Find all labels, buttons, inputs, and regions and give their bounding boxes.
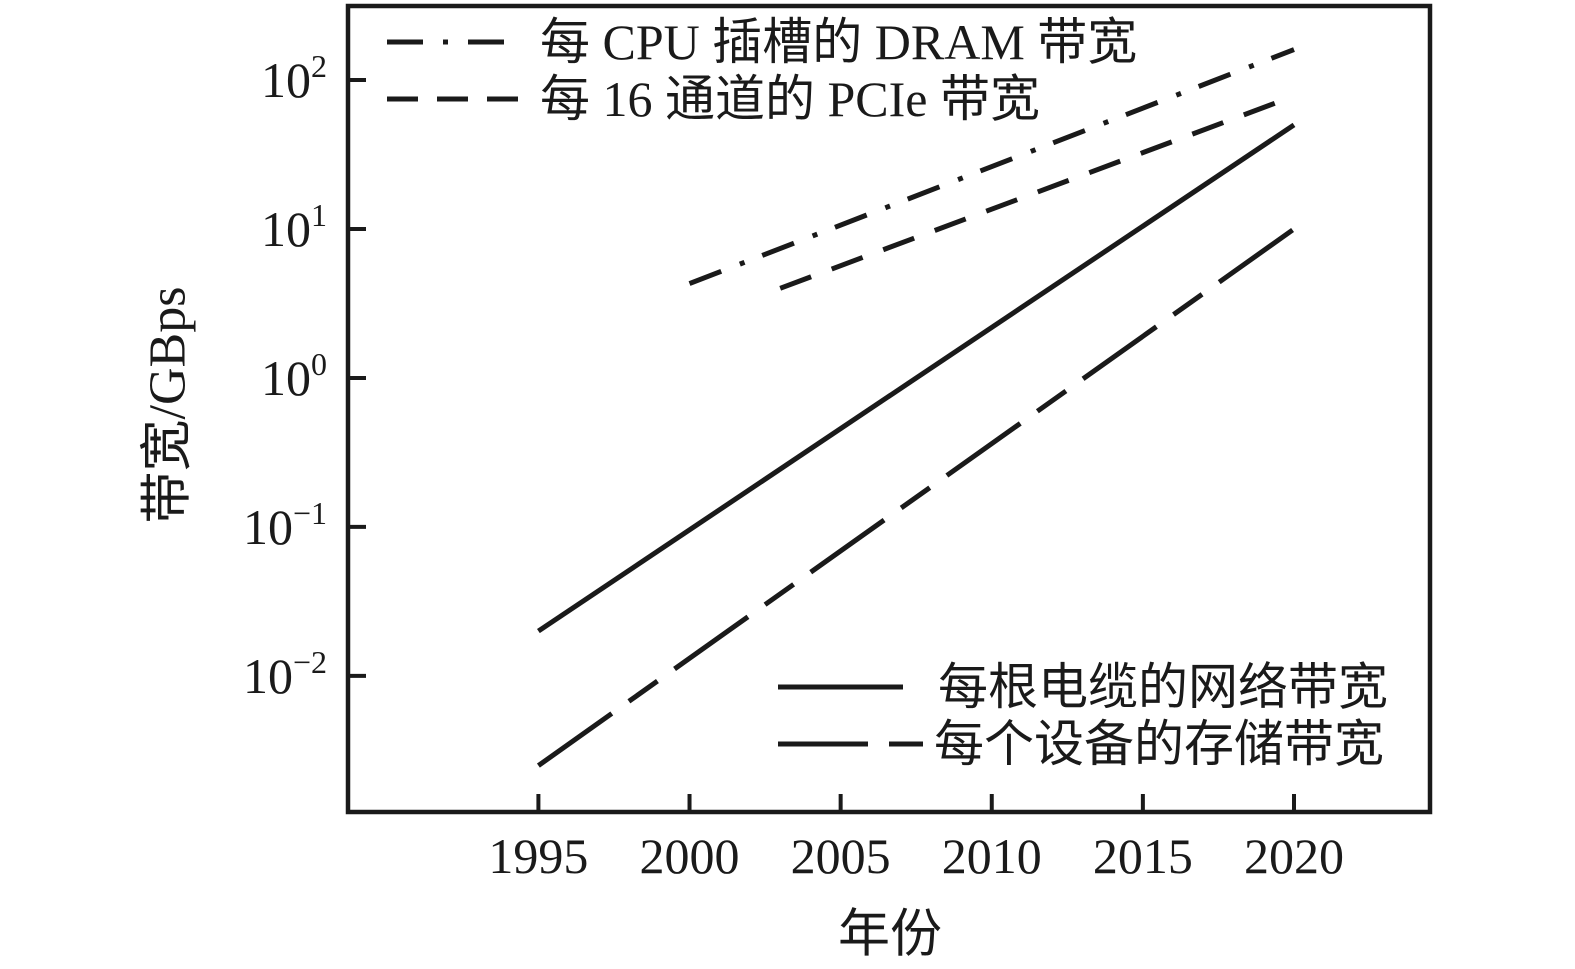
y-tick-label-1e-2: 10−2 bbox=[243, 644, 327, 704]
legend-label-dram: 每 CPU 插槽的 DRAM 带宽 bbox=[540, 14, 1137, 70]
y-axis-title: 带宽/GBps bbox=[140, 287, 197, 524]
x-axis-title: 年份 bbox=[838, 907, 942, 964]
x-tick-label-2010: 2010 bbox=[942, 828, 1042, 884]
series-line-dashed-1 bbox=[779, 93, 1295, 291]
legend-label-storage: 每个设备的存储带宽 bbox=[934, 716, 1384, 772]
data-series bbox=[536, 47, 1296, 768]
x-tick-label-2020: 2020 bbox=[1244, 828, 1344, 884]
y-tick-label-1e0: 100 bbox=[261, 346, 327, 406]
y-tick-label-1e1: 101 bbox=[261, 197, 327, 257]
x-tick-label-2015: 2015 bbox=[1093, 828, 1193, 884]
y-tick-label-1e-1: 10−1 bbox=[243, 495, 327, 555]
legend-bottom: 每根电缆的网络带宽 每个设备的存储带宽 bbox=[778, 659, 1388, 772]
legend-label-pcie: 每 16 通道的 PCIe 带宽 bbox=[540, 71, 1040, 127]
x-axis-ticks: 1995 2000 2005 2010 2015 2020 bbox=[488, 794, 1344, 884]
y-axis-ticks: 102 101 100 10−1 10−2 bbox=[243, 48, 366, 704]
series-line-solid-2 bbox=[537, 122, 1296, 634]
legend-label-network: 每根电缆的网络带宽 bbox=[938, 659, 1388, 715]
x-tick-label-1995: 1995 bbox=[488, 828, 588, 884]
x-tick-label-2005: 2005 bbox=[791, 828, 891, 884]
series-line-dashdot-0 bbox=[688, 47, 1295, 286]
series-line-longdash-3 bbox=[536, 226, 1296, 768]
legend-top: 每 CPU 插槽的 DRAM 带宽 每 16 通道的 PCIe 带宽 bbox=[387, 14, 1137, 127]
x-tick-label-2000: 2000 bbox=[640, 828, 740, 884]
y-tick-label-1e2: 102 bbox=[261, 48, 327, 108]
plot-border bbox=[345, 3, 1433, 815]
